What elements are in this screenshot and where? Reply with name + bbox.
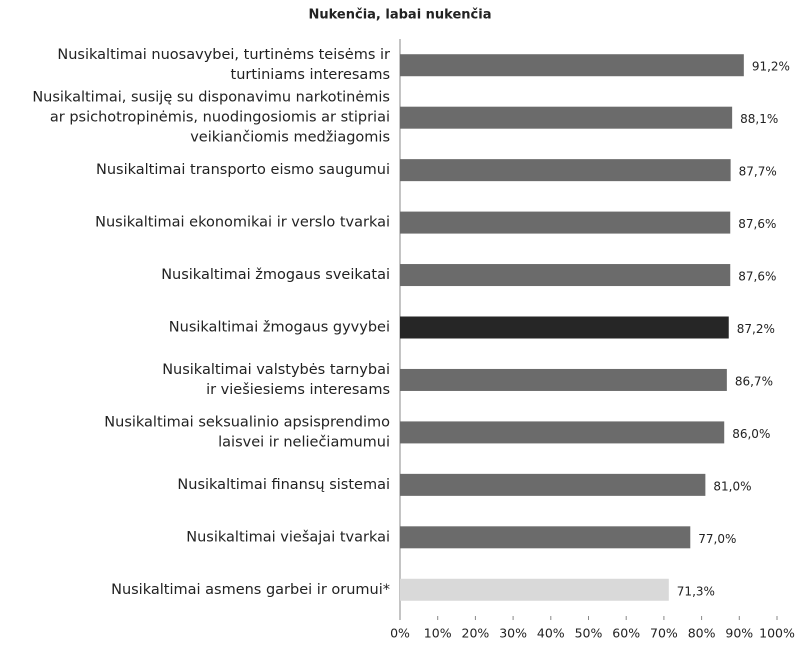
x-tick-label: 80% — [688, 626, 716, 641]
y-tick-label: ar psichotropinėmis, nuodingosiomis ar s… — [50, 110, 390, 126]
x-tick-label: 30% — [499, 626, 527, 641]
bar — [400, 106, 733, 129]
y-tick-label: Nusikaltimai žmogaus gyvybei — [169, 320, 390, 336]
x-tick-label: 90% — [725, 626, 753, 641]
x-tick-label: 50% — [575, 626, 603, 641]
y-tick-label: turtiniams interesams — [231, 67, 390, 83]
bar — [400, 473, 706, 496]
value-label: 81,0% — [713, 479, 751, 493]
x-tick-label: 70% — [650, 626, 678, 641]
bar — [400, 316, 729, 339]
y-tick-label: ir viešiesiems interesams — [206, 382, 390, 398]
value-label: 86,0% — [732, 427, 770, 441]
bar — [400, 54, 744, 77]
value-label: 91,2% — [752, 60, 790, 74]
bar — [400, 159, 731, 182]
value-label: 77,0% — [698, 532, 736, 546]
y-tick-label: Nusikaltimai finansų sistemai — [177, 477, 390, 493]
y-tick-label: Nusikaltimai nuosavybei, turtinėms teisė… — [57, 47, 390, 63]
value-label: 87,7% — [739, 165, 777, 179]
bar — [400, 421, 725, 444]
y-tick-label: laisvei ir neliečiamumui — [218, 434, 390, 450]
y-tick-label: Nusikaltimai viešajai tvarkai — [186, 529, 390, 545]
y-tick-label: Nusikaltimai transporto eismo saugumui — [96, 162, 390, 178]
value-label: 86,7% — [735, 374, 773, 388]
x-tick-label: 10% — [424, 626, 452, 641]
x-tick-label: 60% — [612, 626, 640, 641]
y-tick-label: Nusikaltimai žmogaus sveikatai — [161, 267, 390, 283]
y-tick-label: Nusikaltimai ekonomikai ir verslo tvarka… — [95, 215, 390, 231]
x-tick-label: 0% — [390, 626, 410, 641]
bar — [400, 526, 691, 549]
bar — [400, 211, 731, 234]
chart-title: Nukenčia, labai nukenčia — [308, 8, 491, 23]
x-tick-label: 20% — [462, 626, 490, 641]
x-tick-label: 100% — [759, 626, 795, 641]
value-label: 87,2% — [737, 322, 775, 336]
y-tick-label: Nusikaltimai asmens garbei ir orumui* — [111, 582, 390, 598]
value-label: 87,6% — [738, 217, 776, 231]
bar — [400, 578, 669, 601]
value-label: 71,3% — [677, 584, 715, 598]
y-tick-label: Nusikaltimai seksualinio apsisprendimo — [104, 414, 390, 430]
y-tick-label: Nusikaltimai valstybės tarnybai — [162, 362, 390, 378]
bar — [400, 264, 731, 287]
x-tick-label: 40% — [537, 626, 565, 641]
value-label: 87,6% — [738, 270, 776, 284]
bar — [400, 368, 727, 391]
y-tick-label: Nusikaltimai, susiję su disponavimu nark… — [32, 90, 390, 106]
value-label: 88,1% — [740, 112, 778, 126]
y-tick-label: veikiančiomis medžiagomis — [190, 130, 390, 146]
